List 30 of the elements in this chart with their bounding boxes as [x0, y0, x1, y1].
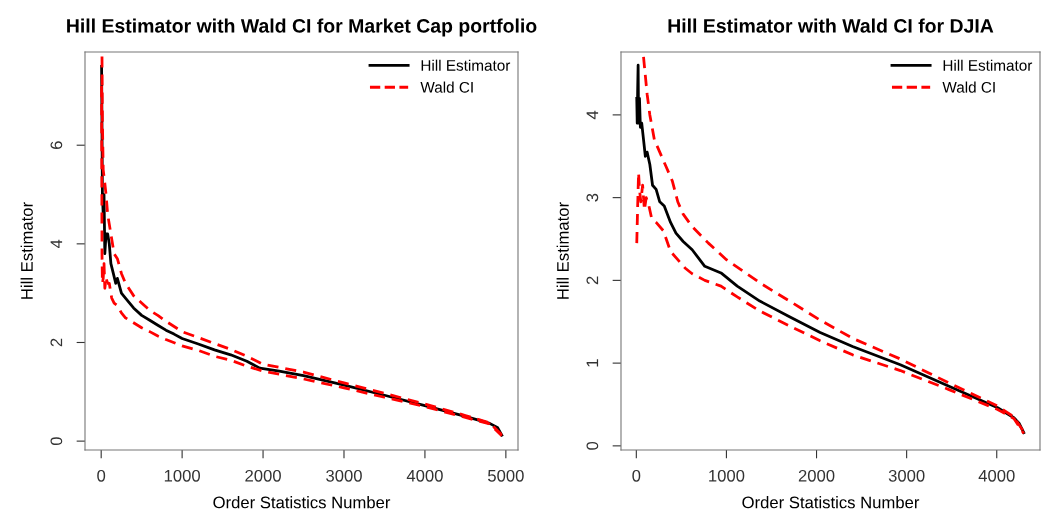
y-tick-label: 4: [586, 110, 599, 120]
y-axis-title: Hill Estimator: [556, 202, 569, 299]
chart-title: Hill Estimator with Wald CI for Market Cap portfolio: [67, 18, 537, 37]
x-tick-label: 3000: [326, 469, 362, 482]
x-tick-label: 0: [97, 469, 106, 482]
x-tick-label: 2000: [798, 469, 835, 482]
y-tick-label: 3: [586, 193, 599, 202]
legend-label: Wald CI: [420, 81, 473, 93]
x-tick-label: 1000: [709, 469, 745, 482]
legend-label: Wald CI: [942, 81, 995, 93]
x-tick-label: 2000: [245, 469, 281, 482]
x-tick-label: 3000: [888, 469, 925, 482]
y-tick-label: 0: [50, 437, 63, 446]
y-tick-label: 4: [50, 239, 63, 249]
x-tick-label: 0: [632, 469, 641, 482]
x-axis-title: Order Statistics Number: [213, 496, 391, 509]
y-tick-label: 1: [586, 359, 599, 367]
y-tick-label: 6: [50, 141, 63, 149]
y-tick-label: 2: [50, 338, 63, 347]
y-axis-title: Hill Estimator: [20, 202, 33, 299]
y-tick-label: 2: [586, 276, 599, 285]
x-tick-label: 5000: [487, 469, 524, 482]
legend-label: Hill Estimator: [943, 59, 1033, 71]
y-tick-label: 0: [586, 441, 599, 450]
x-axis-title: Order Statistics Number: [742, 496, 920, 509]
chart-title: Hill Estimator with Wald CI for DJIA: [668, 18, 994, 33]
x-tick-label: 4000: [978, 469, 1015, 482]
legend-label: Hill Estimator: [421, 59, 511, 71]
x-tick-label: 4000: [406, 469, 443, 482]
x-tick-label: 1000: [164, 469, 201, 482]
